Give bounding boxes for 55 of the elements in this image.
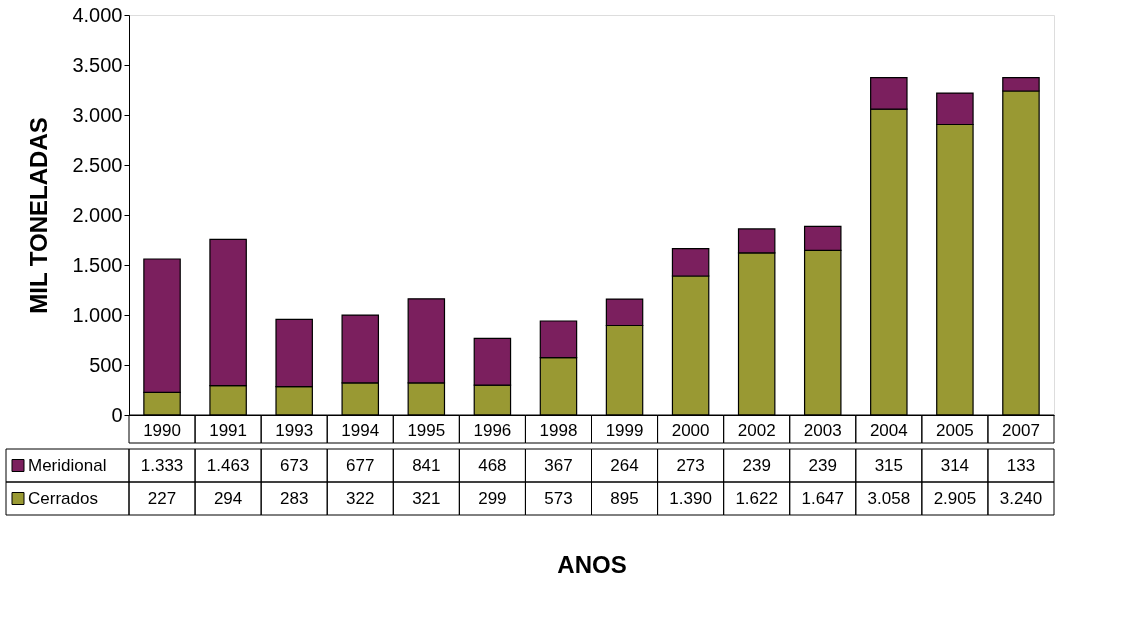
data-label: 273 [676, 455, 705, 475]
data-label: 2.905 [933, 488, 977, 508]
x-tick-label: 2003 [803, 420, 842, 440]
data-label: 3.240 [999, 488, 1043, 508]
data-label: 299 [478, 488, 507, 508]
x-tick-label: 2004 [869, 420, 908, 440]
data-label: 573 [544, 488, 573, 508]
y-tick-label: 2.000 [72, 203, 123, 226]
data-label: 283 [279, 488, 309, 508]
data-label: 133 [1006, 455, 1036, 475]
data-label: 3.058 [867, 488, 911, 508]
data-label: 1.463 [206, 455, 250, 475]
y-tick-label: 4.000 [72, 3, 123, 26]
data-label: 227 [147, 488, 177, 508]
data-label: 1.647 [801, 488, 845, 508]
legend-label: Meridional [28, 455, 107, 475]
x-tick-label: 1990 [143, 420, 181, 440]
y-axis-title: MIL TONELADAS [25, 117, 53, 314]
y-tick-label: 500 [89, 353, 123, 376]
data-label: 239 [742, 455, 771, 475]
x-tick-label: 2005 [935, 420, 974, 440]
x-tick-label: 1994 [341, 420, 380, 440]
x-tick-label: 2002 [737, 420, 776, 440]
data-label: 895 [610, 488, 639, 508]
x-tick-label: 1998 [539, 420, 578, 440]
x-tick-label: 1991 [209, 420, 248, 440]
data-label: 314 [940, 455, 970, 475]
x-tick-label: 1995 [407, 420, 446, 440]
data-label: 1.390 [669, 488, 712, 508]
x-tick-label: 1996 [473, 420, 512, 440]
data-label: 1.622 [735, 488, 778, 508]
x-tick-label: 2000 [671, 420, 710, 440]
y-tick-label: 2.500 [72, 153, 123, 176]
data-label: 468 [478, 455, 507, 475]
legend-label: Cerrados [28, 488, 98, 508]
data-label: 321 [412, 488, 441, 508]
data-label: 1.333 [140, 455, 184, 475]
data-label: 841 [412, 455, 441, 475]
x-axis-title: ANOS [557, 550, 627, 578]
data-label: 677 [346, 455, 375, 475]
data-label: 239 [808, 455, 837, 475]
x-tick-label: 1993 [275, 420, 314, 440]
data-label: 673 [279, 455, 309, 475]
x-tick-label: 2007 [1002, 420, 1040, 440]
y-tick-label: 3.000 [72, 103, 123, 126]
y-tick-label: 1.000 [72, 303, 123, 326]
data-label: 367 [544, 455, 573, 475]
data-label: 315 [874, 455, 904, 475]
data-label: 322 [346, 488, 375, 508]
y-tick-label: 3.500 [72, 53, 123, 76]
data-label: 294 [213, 488, 243, 508]
y-tick-label: 1.500 [72, 253, 123, 276]
data-label: 264 [610, 455, 639, 475]
x-tick-label: 1999 [605, 420, 644, 440]
y-tick-label: 0 [111, 403, 123, 426]
